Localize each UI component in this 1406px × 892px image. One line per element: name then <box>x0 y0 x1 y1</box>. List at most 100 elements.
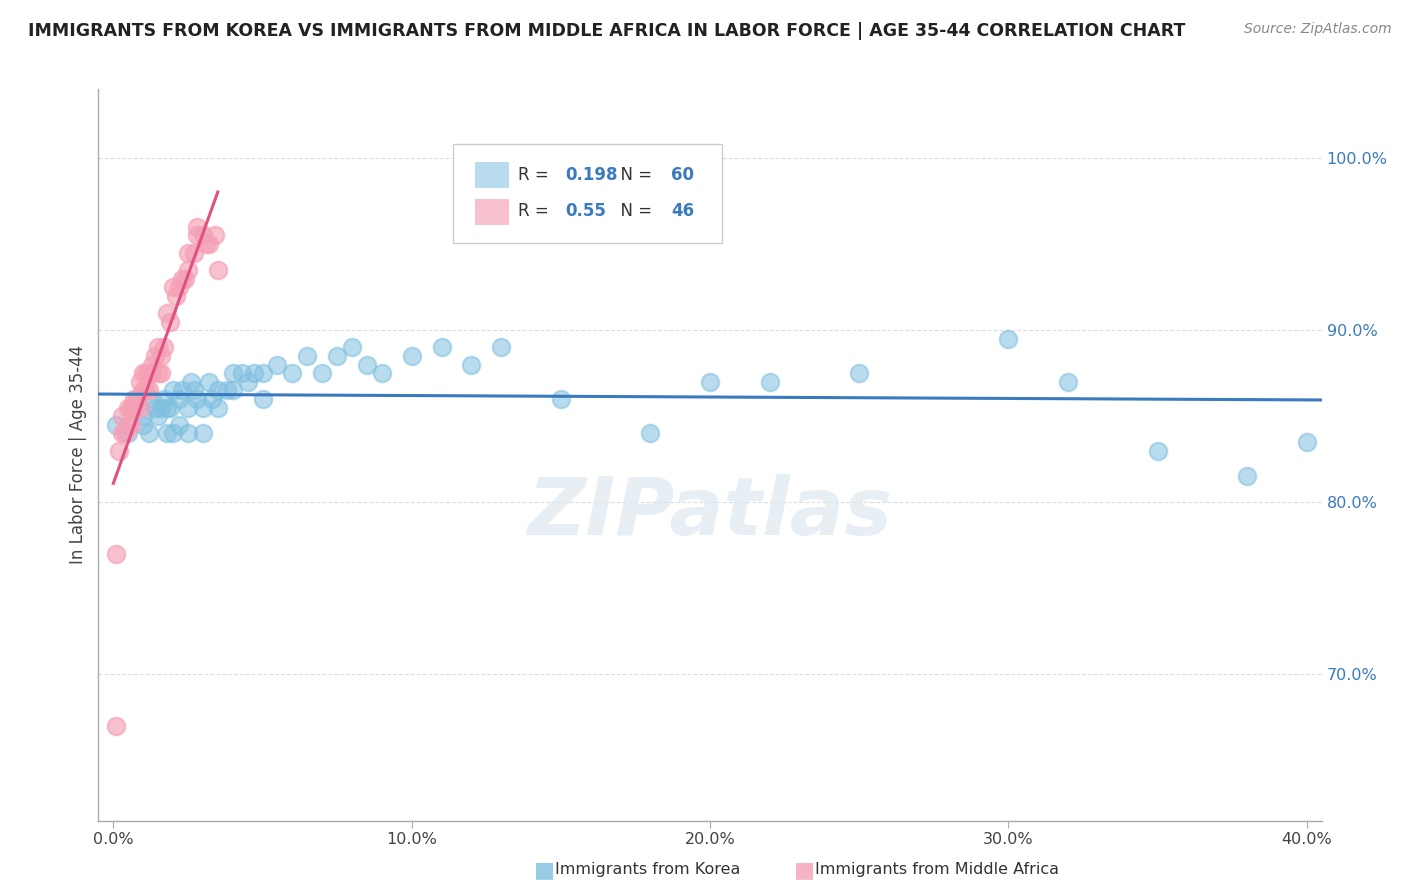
Point <box>127 392 149 406</box>
Point <box>186 219 208 234</box>
Point <box>167 392 190 406</box>
Point <box>105 547 128 561</box>
Point <box>204 228 226 243</box>
Point <box>120 401 142 415</box>
Point <box>162 280 184 294</box>
Point <box>117 426 139 441</box>
Point <box>1057 375 1080 389</box>
Point <box>430 340 453 354</box>
Point <box>191 228 214 243</box>
Point <box>105 417 128 432</box>
Point <box>758 375 780 389</box>
Point <box>177 401 200 415</box>
Point <box>120 417 142 432</box>
Text: ■: ■ <box>534 860 555 880</box>
Point <box>132 417 155 432</box>
Point <box>162 384 184 398</box>
Point <box>311 366 333 380</box>
Point <box>297 349 319 363</box>
Point <box>135 384 157 398</box>
Text: Immigrants from Korea: Immigrants from Korea <box>555 863 741 877</box>
Point <box>207 384 229 398</box>
Point <box>167 280 190 294</box>
Point <box>252 366 274 380</box>
Point <box>1295 435 1317 450</box>
Point <box>141 366 163 380</box>
Point <box>141 358 163 372</box>
Point <box>127 392 149 406</box>
Point <box>156 306 179 320</box>
Point <box>141 392 163 406</box>
Point <box>165 289 187 303</box>
Point <box>326 349 349 363</box>
Point <box>371 366 394 380</box>
Point <box>111 409 134 424</box>
Point <box>183 245 205 260</box>
Point <box>198 375 221 389</box>
Point <box>460 358 482 372</box>
Point <box>489 340 512 354</box>
Point <box>129 375 152 389</box>
Point <box>180 375 202 389</box>
Point <box>132 366 155 380</box>
Y-axis label: In Labor Force | Age 35-44: In Labor Force | Age 35-44 <box>69 345 87 565</box>
Text: ■: ■ <box>794 860 815 880</box>
Point <box>221 384 243 398</box>
Point <box>159 314 181 328</box>
Point <box>138 366 160 380</box>
Point <box>170 384 193 398</box>
Point <box>848 366 870 380</box>
Point <box>156 401 179 415</box>
Point <box>105 719 128 733</box>
Point <box>177 263 200 277</box>
Point <box>135 366 157 380</box>
Point <box>191 401 214 415</box>
Point <box>242 366 264 380</box>
Point <box>201 392 224 406</box>
Point <box>117 417 139 432</box>
Point <box>231 366 253 380</box>
Text: N =: N = <box>610 166 657 184</box>
Point <box>640 426 662 441</box>
Text: Source: ZipAtlas.com: Source: ZipAtlas.com <box>1244 22 1392 37</box>
Point <box>129 401 152 415</box>
Text: IMMIGRANTS FROM KOREA VS IMMIGRANTS FROM MIDDLE AFRICA IN LABOR FORCE | AGE 35-4: IMMIGRANTS FROM KOREA VS IMMIGRANTS FROM… <box>28 22 1185 40</box>
Point <box>186 392 208 406</box>
Point <box>150 349 173 363</box>
Point <box>111 426 134 441</box>
Text: 60: 60 <box>671 166 695 184</box>
Point <box>167 417 190 432</box>
Point <box>159 401 181 415</box>
Text: R =: R = <box>517 202 554 220</box>
Point <box>156 426 179 441</box>
Point <box>699 375 721 389</box>
Point <box>177 245 200 260</box>
Point <box>1236 469 1258 483</box>
Point <box>108 443 131 458</box>
Point <box>143 349 166 363</box>
Text: Immigrants from Middle Africa: Immigrants from Middle Africa <box>815 863 1060 877</box>
Text: N =: N = <box>610 202 657 220</box>
Point <box>122 401 145 415</box>
Text: ZIPatlas: ZIPatlas <box>527 475 893 552</box>
FancyBboxPatch shape <box>475 199 509 225</box>
Text: 0.198: 0.198 <box>565 166 619 184</box>
Point <box>252 392 274 406</box>
Point <box>1146 443 1168 458</box>
Point <box>174 271 197 285</box>
Point <box>132 384 155 398</box>
Point <box>401 349 423 363</box>
Point <box>150 366 173 380</box>
Point <box>170 271 193 285</box>
Point <box>186 228 208 243</box>
Point <box>356 358 378 372</box>
FancyBboxPatch shape <box>453 144 723 243</box>
Point <box>138 426 160 441</box>
Point <box>143 401 166 415</box>
Text: 0.55: 0.55 <box>565 202 606 220</box>
Point <box>198 237 221 252</box>
Point <box>221 366 243 380</box>
Point <box>122 392 145 406</box>
Point <box>281 366 304 380</box>
Point <box>150 401 173 415</box>
